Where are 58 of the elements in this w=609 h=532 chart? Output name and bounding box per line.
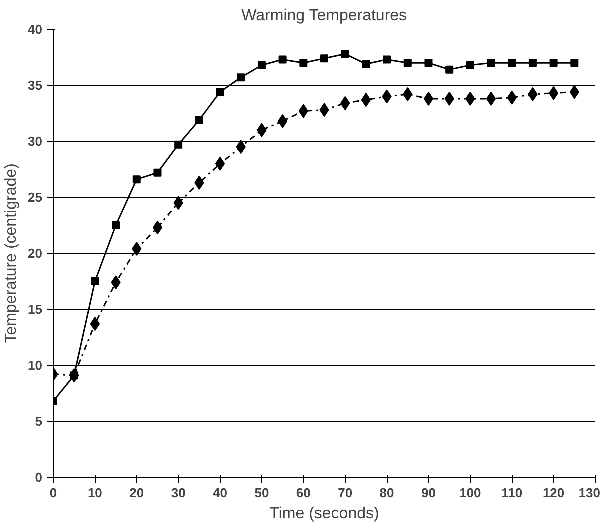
point: [174, 140, 183, 149]
point: [486, 92, 496, 106]
y-tick-label: 15: [28, 302, 43, 317]
y-tick-label: 35: [28, 78, 43, 93]
point: [570, 59, 579, 68]
x-tick-label: 100: [460, 486, 482, 500]
x-tick-label: 110: [502, 486, 523, 500]
point: [90, 317, 100, 332]
chart-title: Warming Temperatures: [242, 8, 408, 24]
point: [154, 168, 162, 177]
y-tick-label: 40: [28, 22, 43, 37]
point: [341, 50, 350, 58]
x-tick-label: 70: [338, 486, 353, 500]
point: [112, 222, 120, 230]
point: [487, 59, 496, 68]
point: [152, 220, 163, 235]
x-tick-label: 10: [88, 486, 102, 500]
x-tick-label: 30: [171, 486, 186, 500]
point: [258, 61, 266, 70]
point: [361, 93, 372, 108]
point: [383, 56, 392, 64]
point: [216, 88, 224, 96]
point: [466, 61, 474, 70]
point: [404, 59, 412, 68]
point: [300, 59, 308, 68]
point: [237, 74, 246, 82]
y-tick-label: 5: [35, 414, 43, 429]
point: [508, 59, 516, 68]
point: [320, 54, 328, 63]
y-tick-label: 0: [35, 470, 43, 485]
point: [550, 59, 558, 68]
y-tick-label: 20: [28, 246, 43, 261]
point: [215, 156, 226, 171]
x-tick-label: 50: [254, 486, 270, 500]
x-tick-label: 90: [422, 486, 436, 500]
y-tick-label: 30: [28, 134, 43, 149]
point: [446, 66, 454, 74]
point: [132, 176, 141, 184]
x-tick-label: 120: [542, 486, 565, 500]
point: [528, 59, 537, 68]
x-tick-label: 40: [213, 486, 228, 500]
point: [278, 114, 288, 128]
point: [278, 56, 287, 64]
point: [91, 278, 100, 286]
point: [424, 92, 434, 106]
point: [424, 59, 433, 68]
point: [195, 116, 204, 124]
point: [362, 60, 370, 68]
x-tick-label: 130: [578, 486, 601, 500]
x-axis-title: Time (seconds): [270, 506, 380, 522]
point: [548, 86, 559, 100]
y-tick-label: 25: [28, 190, 43, 205]
x-tick-label: 60: [296, 486, 311, 500]
y-tick-label: 10: [28, 358, 43, 373]
x-tick-label: 20: [130, 486, 144, 500]
y-axis-title: Temperature (centigrade): [3, 164, 20, 344]
x-tick-label: 80: [380, 486, 394, 500]
x-tick-label: 0: [50, 486, 58, 500]
